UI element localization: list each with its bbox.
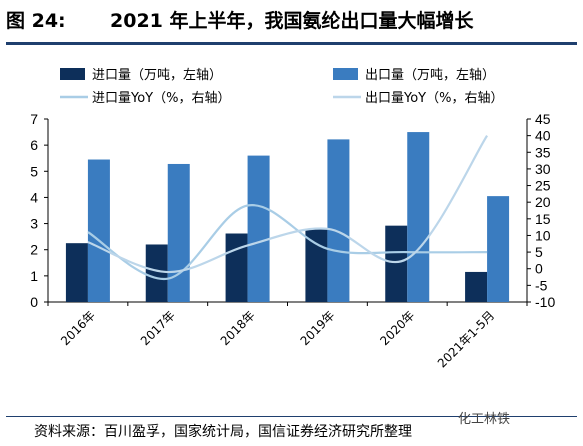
right-tick-label: 10 (535, 227, 551, 243)
right-tick-label: 30 (535, 161, 551, 177)
bar-import (145, 244, 168, 302)
figure-title: 2021 年上半年，我国氨纶出口量大幅增长 (110, 10, 474, 32)
right-tick-label: 20 (535, 194, 551, 210)
lines (87, 135, 489, 280)
left-tick-label: 3 (30, 216, 38, 232)
right-tick-label: -10 (535, 294, 555, 310)
right-tick-label: -5 (535, 277, 548, 293)
right-tick-label: 40 (535, 128, 551, 144)
legend-entry: 出口量（万吨，左轴） (365, 68, 495, 83)
line-import-yoy (87, 204, 488, 280)
category-label: 2019年 (298, 308, 338, 348)
category-label: 2018年 (218, 308, 258, 348)
right-tick-label: 35 (535, 144, 551, 160)
bar-export (327, 139, 350, 302)
figure-header (6, 6, 577, 45)
legend-entry: 进口量（万吨，左轴） (92, 68, 222, 83)
bars (65, 132, 510, 302)
legend: 进口量（万吨，左轴） 出口量（万吨，左轴） 进口量YoY（%，右轴） 出口量YoY（%… (60, 68, 503, 106)
bar-import (385, 225, 408, 302)
legend-entry: 出口量YoY（%，右轴） (365, 91, 503, 106)
figure-label: 图 24: (6, 10, 66, 32)
left-tick-label: 6 (30, 137, 38, 153)
bar-export (407, 132, 430, 302)
source-note: 资料来源：百川盈孚，国家统计局，国信证券经济研究所整理 (34, 424, 412, 440)
bar-export (487, 196, 510, 302)
category-label: 2020年 (377, 308, 417, 348)
legend-swatch-bar (333, 68, 358, 80)
left-tick-label: 7 (30, 111, 38, 127)
category-label: 2016年 (58, 308, 98, 348)
bar-import (65, 243, 88, 302)
right-tick-label: 25 (535, 178, 551, 194)
legend-entry: 进口量YoY（%，右轴） (92, 91, 230, 106)
category-label: 2017年 (138, 308, 178, 348)
right-tick-label: 5 (535, 244, 543, 260)
bar-export (167, 163, 190, 302)
line-export-yoy (87, 135, 489, 274)
footer-rule (6, 416, 577, 417)
category-labels: 2016年 2017年 2018年 2019年 2020年 2021年1-5月 (58, 308, 497, 370)
bar-import (465, 271, 488, 302)
left-tick-label: 2 (30, 242, 38, 258)
left-tick-label: 1 (30, 268, 38, 284)
left-tick-label: 5 (30, 163, 38, 179)
bar-import (225, 233, 248, 302)
bar-export (247, 155, 270, 302)
right-tick-label: 15 (535, 211, 551, 227)
right-tick-label: 0 (535, 261, 543, 277)
category-label: 2021年1-5月 (435, 308, 497, 370)
watermark-text: 化工林铁 (458, 412, 511, 427)
legend-swatch-bar (60, 68, 85, 80)
left-tick-label: 4 (30, 189, 38, 205)
right-tick-label: 45 (535, 111, 551, 127)
bar-export (87, 159, 110, 302)
left-tick-label: 0 (30, 294, 38, 310)
